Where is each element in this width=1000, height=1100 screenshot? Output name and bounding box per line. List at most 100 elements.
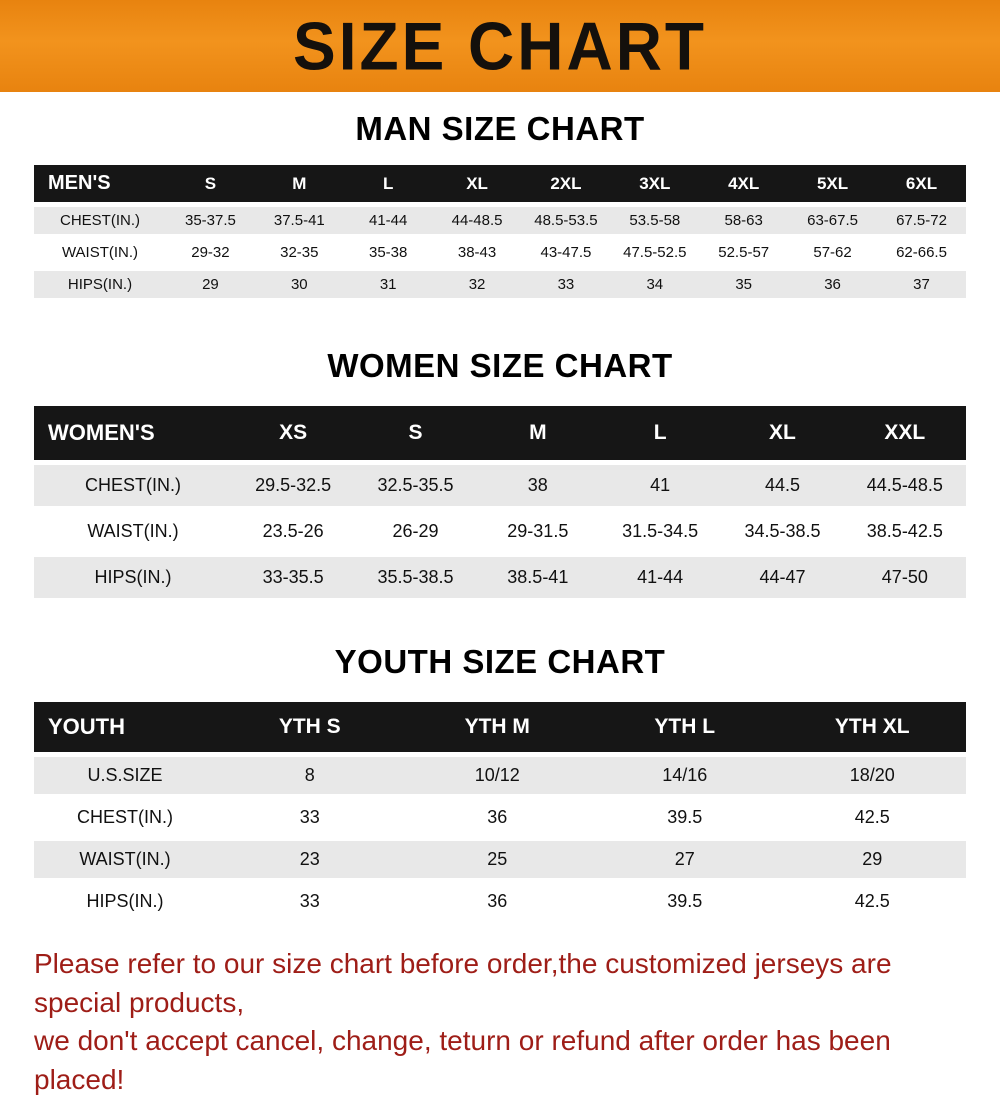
measurement-row: CHEST(IN.) 35-37.5 37.5-41 41-44 44-48.5 48.5… [34,207,966,234]
size-chart-banner: SIZE CHART [0,0,1000,92]
size-column-header: YTH M [403,702,591,752]
size-value-cell: 53.5-58 [610,207,700,234]
size-column-header: XL [432,165,522,202]
size-column-header: XS [232,406,355,460]
size-column-header: 2XL [521,165,611,202]
size-column-header: L [598,406,722,460]
size-value-cell: 29 [166,271,255,298]
size-column-header: YTH L [591,702,779,752]
measurement-row: CHEST(IN.) 29.5-32.5 32.5-35.5 38 41 44.5 44.5… [34,465,966,506]
measurement-row: HIPS(IN.) 33-35.5 35.5-38.5 38.5-41 41-44 44-… [34,557,966,598]
size-value-cell: 39.5 [591,883,779,920]
size-value-cell: 31.5-34.5 [598,511,722,552]
youth-size-chart-heading: YOUTH SIZE CHART [334,643,666,680]
size-value-cell: 43-47.5 [521,239,611,266]
size-column-header: 3XL [610,165,700,202]
measurement-row: WAIST(IN.) 29-32 32-35 35-38 38-43 43-47.5 47.… [34,239,966,266]
size-value-cell: 39.5 [591,799,779,836]
measurement-row: U.S.SIZE 8 10/12 14/16 18/20 [34,757,966,794]
measurement-row-label: CHEST(IN.) [34,799,216,836]
size-value-cell: 31 [343,271,433,298]
table-corner-label: MEN'S [34,165,166,202]
size-value-cell: 36 [403,883,591,920]
measurement-row: HIPS(IN.) 33 36 39.5 42.5 [34,883,966,920]
size-value-cell: 32.5-35.5 [354,465,477,506]
size-value-cell: 29 [778,841,966,878]
size-value-cell: 38-43 [432,239,522,266]
size-value-cell: 41-44 [598,557,722,598]
order-notice: Please refer to our size chart before or… [34,945,966,1100]
measurement-row-label: WAIST(IN.) [34,841,216,878]
size-value-cell: 38 [476,465,599,506]
size-value-cell: 62-66.5 [877,239,966,266]
size-column-header: 6XL [877,165,966,202]
size-value-cell: 44-48.5 [432,207,522,234]
size-value-cell: 34 [610,271,700,298]
size-value-cell: 35 [699,271,789,298]
size-value-cell: 42.5 [778,883,966,920]
size-value-cell: 8 [216,757,404,794]
youth-size-table: YOUTH YTH S YTH M YTH L YTH XL U.S.SIZE 8 10/12… [34,697,966,925]
size-value-cell: 38.5-41 [476,557,599,598]
size-value-cell: 63-67.5 [788,207,877,234]
size-value-cell: 33 [216,799,404,836]
size-value-cell: 29-31.5 [476,511,599,552]
size-value-cell: 18/20 [778,757,966,794]
men-size-table: MEN'S S M L XL 2XL 3XL 4XL 5XL 6XL CHEST(IN.) 35-37… [34,160,966,303]
size-column-header: M [476,406,599,460]
size-value-cell: 42.5 [778,799,966,836]
size-column-header: 5XL [788,165,877,202]
size-value-cell: 47-50 [843,557,966,598]
size-column-header: YTH S [216,702,404,752]
size-value-cell: 44-47 [721,557,844,598]
size-value-cell: 36 [788,271,877,298]
measurement-row-label: HIPS(IN.) [34,557,232,598]
size-value-cell: 35-37.5 [166,207,255,234]
measurement-row: WAIST(IN.) 23 25 27 29 [34,841,966,878]
size-column-header: 4XL [699,165,789,202]
size-header-row: MEN'S S M L XL 2XL 3XL 4XL 5XL 6XL [34,165,966,202]
measurement-row: WAIST(IN.) 23.5-26 26-29 29-31.5 31.5-34.5 34… [34,511,966,552]
size-value-cell: 32 [432,271,522,298]
size-value-cell: 44.5 [721,465,844,506]
measurement-row-label: CHEST(IN.) [34,465,232,506]
measurement-row: HIPS(IN.) 29 30 31 32 33 34 35 36 37 [34,271,966,298]
banner-title: SIZE CHART [293,7,707,85]
size-value-cell: 36 [403,799,591,836]
size-value-cell: 33-35.5 [232,557,355,598]
size-value-cell: 23 [216,841,404,878]
size-value-cell: 48.5-53.5 [521,207,611,234]
man-size-chart-heading: MAN SIZE CHART [355,110,645,147]
measurement-row-label: WAIST(IN.) [34,511,232,552]
size-value-cell: 35-38 [343,239,433,266]
size-column-header: M [254,165,344,202]
order-notice-line2: we don't accept cancel, change, teturn o… [34,1025,891,1095]
size-value-cell: 27 [591,841,779,878]
size-value-cell: 41 [598,465,722,506]
size-column-header: S [166,165,255,202]
size-value-cell: 23.5-26 [232,511,355,552]
size-column-header: S [354,406,477,460]
size-column-header: XL [721,406,844,460]
size-header-row: YOUTH YTH S YTH M YTH L YTH XL [34,702,966,752]
size-value-cell: 37.5-41 [254,207,344,234]
size-value-cell: 47.5-52.5 [610,239,700,266]
order-notice-line1: Please refer to our size chart before or… [34,948,892,1018]
size-value-cell: 52.5-57 [699,239,789,266]
size-value-cell: 25 [403,841,591,878]
size-value-cell: 41-44 [343,207,433,234]
size-column-header: XXL [843,406,966,460]
size-value-cell: 38.5-42.5 [843,511,966,552]
table-corner-label: YOUTH [34,702,216,752]
size-value-cell: 44.5-48.5 [843,465,966,506]
size-column-header: YTH XL [778,702,966,752]
measurement-row-label: WAIST(IN.) [34,239,166,266]
size-value-cell: 34.5-38.5 [721,511,844,552]
size-value-cell: 33 [521,271,611,298]
size-value-cell: 33 [216,883,404,920]
measurement-row-label: CHEST(IN.) [34,207,166,234]
size-column-header: L [343,165,433,202]
size-value-cell: 29-32 [166,239,255,266]
size-value-cell: 10/12 [403,757,591,794]
size-value-cell: 30 [254,271,344,298]
